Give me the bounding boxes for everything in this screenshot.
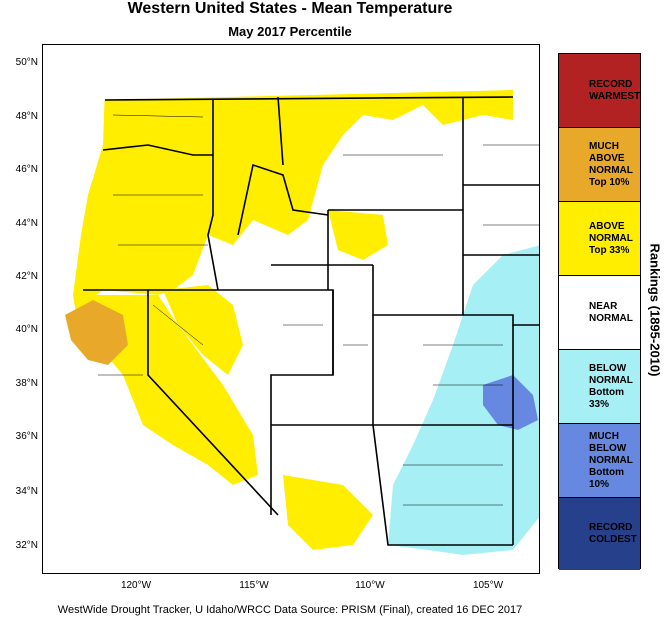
above-normal-region-arizona [283,475,373,550]
above-normal-region-wyoming [328,210,388,260]
legend-label-record-coldest: RECORD COLDEST [589,522,637,545]
above-normal-region-northwest [73,85,513,305]
legend-label-much-above-normal: MUCH ABOVE NORMAL Top 10% [589,140,633,188]
lat-label-48n: 48°N [15,111,38,122]
legend-swatch-below-normal [559,350,640,423]
lat-label-46n: 46°N [15,164,38,175]
county-boundaries [98,114,539,506]
legend-label-above-normal: ABOVE NORMAL Top 33% [589,220,633,256]
legend-item-much-below-normal: MUCH BELOW NORMAL Bottom 10% [559,424,640,498]
legend-swatch-much-above-normal [559,128,640,201]
map-canvas [43,45,539,573]
lon-label-120w: 120°W [120,580,152,591]
lat-label-36n: 36°N [15,431,38,442]
lat-label-38n: 38°N [15,378,38,389]
legend-item-near-normal: NEAR NORMAL [559,276,640,350]
legend-swatch-near-normal [559,276,640,349]
data-source-footer: WestWide Drought Tracker, U Idaho/WRCC D… [57,604,523,616]
lat-label-40n: 40°N [15,324,38,335]
legend-swatch-record-warmest [559,54,640,127]
below-normal-region [388,245,539,555]
legend-label-record-warmest: RECORD WARMEST [589,78,641,102]
lat-label-50n: 50°N [15,57,38,68]
lon-label-105w: 105°W [472,580,504,591]
lat-label-34n: 34°N [15,486,38,497]
color-legend: RECORD WARMEST MUCH ABOVE NORMAL Top 10%… [558,53,641,570]
state-boundaries [83,96,539,546]
legend-item-much-above-normal: MUCH ABOVE NORMAL Top 10% [559,128,640,202]
lat-label-42n: 42°N [15,271,38,282]
temperature-percentile-map [42,44,540,574]
lon-label-115w: 115°W [239,580,269,591]
legend-item-record-coldest: RECORD COLDEST [559,498,640,570]
legend-item-above-normal: ABOVE NORMAL Top 33% [559,202,640,276]
legend-label-below-normal: BELOW NORMAL Bottom 33% [589,362,633,410]
legend-swatch-above-normal [559,202,640,275]
lat-label-32n: 32°N [15,540,38,551]
legend-label-much-below-normal: MUCH BELOW NORMAL Bottom 10% [589,430,633,490]
legend-swatch-record-coldest [559,498,640,570]
legend-swatch-much-below-normal [559,424,640,497]
canada-area [43,45,539,100]
much-below-normal-region [483,375,538,430]
rankings-axis-label: Rankings (1895-2010) [647,243,663,377]
legend-label-near-normal: NEAR NORMAL [589,300,633,324]
above-normal-region-nevada [163,285,243,375]
map-title: Western United States - Mean Temperature [127,0,453,17]
lat-label-44n: 44°N [15,218,38,229]
pacific-ocean [43,45,178,573]
much-above-normal-region [65,300,128,365]
lon-label-110w: 110°W [355,580,385,591]
legend-item-below-normal: BELOW NORMAL Bottom 33% [559,350,640,424]
legend-item-record-warmest: RECORD WARMEST [559,54,640,128]
map-subtitle: May 2017 Percentile [228,24,352,39]
